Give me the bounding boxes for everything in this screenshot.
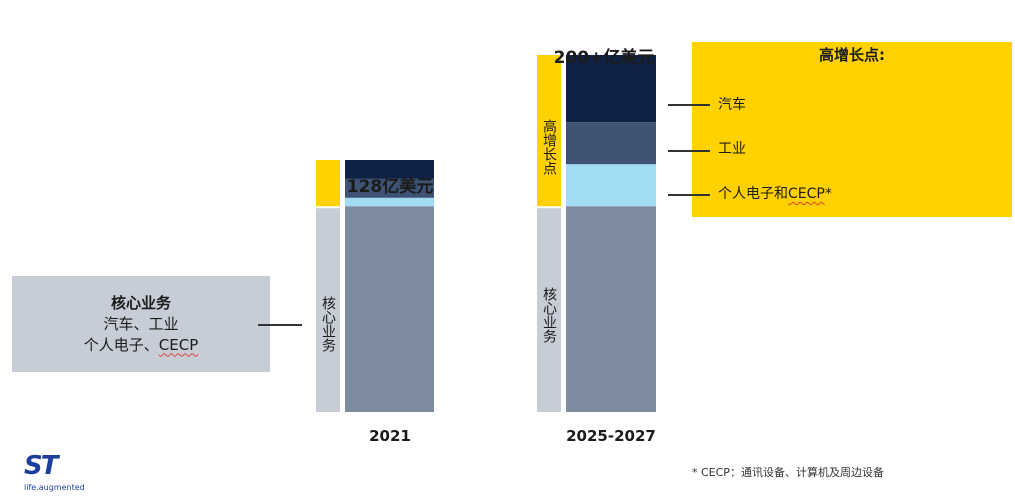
bar-2021-3 <box>345 160 434 179</box>
side-label-core-2021: 核心业务 <box>320 296 336 352</box>
connector-line-auto <box>668 104 710 106</box>
side-growth-2025-2027 <box>537 55 561 207</box>
side-growth-2021 <box>316 160 340 207</box>
connector-line-consumer <box>668 194 710 196</box>
connector-line-industrial <box>668 150 710 152</box>
core-callout-line1: 汽车、工业 <box>103 314 179 333</box>
bar-2021-0 <box>345 206 434 412</box>
bar-2021-1 <box>345 197 434 207</box>
logo-tagline: life.augmented <box>24 483 85 492</box>
bar-2021-2 <box>345 178 434 198</box>
growth-item-consumer-text: 个人电子和 <box>718 186 788 202</box>
total-label-2021: 128亿美元 <box>346 177 434 197</box>
core-callout-line2-text: 个人电子、 <box>83 335 159 354</box>
growth-item-industrial-text: 工业 <box>718 141 746 157</box>
side-core-2025-2027 <box>537 208 561 412</box>
bar-stacks <box>345 55 656 412</box>
side-label-bars <box>316 55 561 412</box>
side-label-growth-2025: 高增长点 <box>541 119 557 175</box>
growth-item-consumer: 个人电子和CECP* <box>718 183 832 203</box>
st-logo-icon: ST <box>24 451 58 481</box>
category-label-2025-2027: 2025-2027 <box>566 427 656 445</box>
core-connector-line <box>258 324 302 326</box>
growth-callout-title: 高增长点: <box>819 46 885 64</box>
side-label-core-2025: 核心业务 <box>541 287 557 343</box>
footnote: * CECP：通讯设备、计算机及周边设备 <box>692 466 884 479</box>
total-label-2025-2027: 200+亿美元 <box>553 48 655 68</box>
side-core-2021 <box>316 208 340 412</box>
core-business-callout: 核心业务 汽车、工业 个人电子、CECP <box>12 276 270 372</box>
growth-item-auto-text: 汽车 <box>718 97 746 113</box>
core-callout-line2: 个人电子、CECP <box>84 335 199 356</box>
growth-item-auto: 汽车 <box>718 94 746 114</box>
core-callout-title: 核心业务 <box>110 293 171 312</box>
bar-2025-2027-0 <box>566 206 656 412</box>
growth-item-industrial: 工业 <box>718 138 746 158</box>
bar-2025-2027-1 <box>566 164 656 207</box>
bar-2025-2027-2 <box>566 122 656 165</box>
growth-item-consumer-cecp: CECP <box>788 186 825 202</box>
category-label-2021: 2021 <box>369 427 411 445</box>
growth-callout-box <box>692 42 1012 217</box>
growth-item-consumer-asterisk: * <box>824 186 832 202</box>
core-callout-line2-cecp: CECP <box>158 335 199 354</box>
bar-2025-2027-3 <box>566 55 656 123</box>
